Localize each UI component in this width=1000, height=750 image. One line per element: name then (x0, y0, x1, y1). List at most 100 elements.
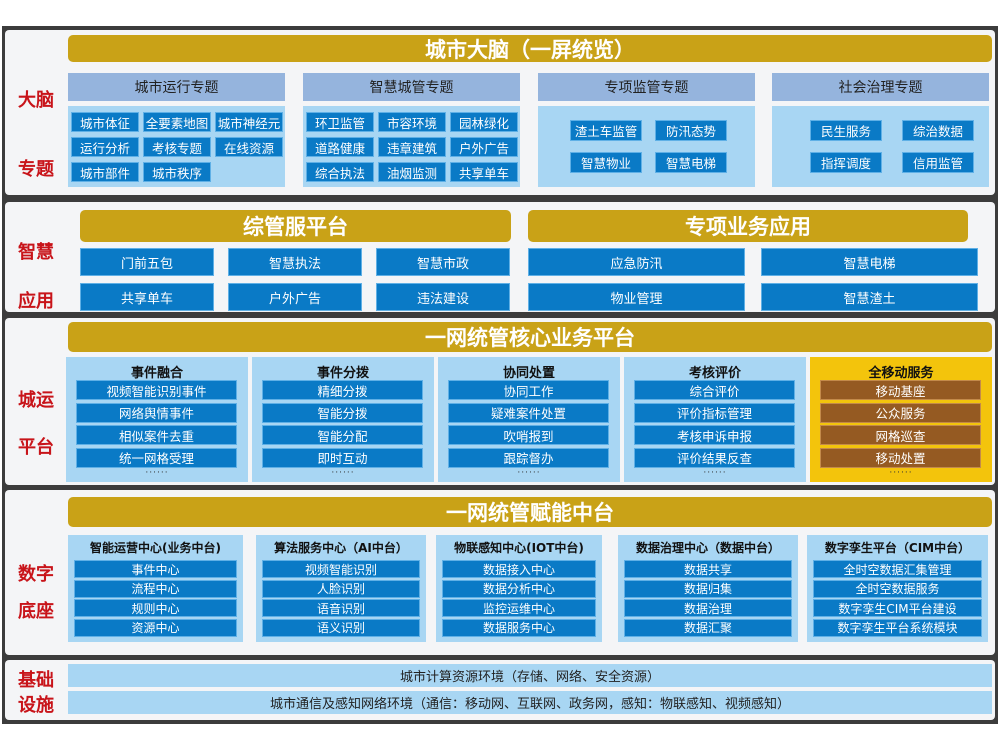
function-button[interactable]: 移动处置 (820, 447, 981, 468)
topic-button[interactable]: 油烟监测 (378, 162, 446, 182)
function-button[interactable]: 智能分拨 (262, 402, 423, 423)
topic-button[interactable]: 全要素地图 (143, 112, 211, 132)
capability-button[interactable]: 流程中心 (74, 579, 237, 598)
function-button[interactable]: 网络舆情事件 (76, 402, 237, 423)
topic-button[interactable]: 道路健康 (306, 137, 374, 157)
topic-button[interactable]: 在线资源 (215, 137, 283, 157)
function-button[interactable]: 评价结果反查 (634, 447, 795, 468)
capability-button[interactable]: 规则中心 (74, 599, 237, 617)
topic-button[interactable]: 户外广告 (450, 137, 518, 157)
topic-button[interactable]: 城市体征 (71, 112, 139, 132)
capability-button[interactable]: 监控运维中心 (442, 599, 596, 617)
topic-button[interactable]: 运行分析 (71, 137, 139, 157)
topic-button[interactable]: 综治数据 (902, 120, 974, 141)
capability-column: 智能运营中心(业务中台) 事件中心 流程中心 规则中心 资源中心 (68, 535, 243, 642)
capability-button[interactable]: 资源中心 (74, 618, 237, 637)
topic-button[interactable]: 园林绿化 (450, 112, 518, 132)
app-button[interactable]: 门前五包 (80, 248, 214, 276)
capability-title: 智能运营中心(业务中台) (90, 541, 221, 555)
topic-button[interactable]: 考核专题 (143, 137, 211, 157)
app-button[interactable]: 应急防汛 (528, 248, 745, 276)
section-label: 城运 (18, 390, 54, 411)
module-column: 事件融合 视频智能识别事件 网络舆情事件 相似案件去重 统一网格受理 ······ (66, 357, 248, 482)
section-title: 一网统管赋能中台 (68, 497, 992, 527)
capability-button[interactable]: 数据归集 (624, 579, 792, 598)
function-button[interactable]: 考核申诉申报 (634, 425, 795, 445)
topic-button[interactable]: 渣土车监管 (570, 120, 642, 141)
topic-button[interactable]: 城市部件 (71, 162, 139, 182)
capability-column: 数据治理中心（数据中台） 数据共享 数据归集 数据治理 数据汇聚 (618, 535, 798, 642)
function-button[interactable]: 协同工作 (448, 380, 609, 400)
module-title: 协同处置 (502, 366, 555, 381)
module-title: 全移动服务 (868, 366, 934, 381)
app-button[interactable]: 智慧市政 (376, 248, 510, 276)
capability-title: 物联感知中心(IOT中台) (454, 541, 584, 555)
function-button[interactable]: 智能分配 (262, 425, 423, 445)
topic-button[interactable]: 市容环境 (378, 112, 446, 132)
app-button[interactable]: 智慧执法 (228, 248, 362, 276)
topic-button[interactable]: 城市神经元 (215, 112, 283, 132)
app-button[interactable]: 违法建设 (376, 283, 510, 311)
topic-button[interactable]: 共享单车 (450, 162, 518, 182)
more-indicator: ······ (517, 468, 541, 478)
section-title: 城市大脑（一屏统览） (68, 35, 992, 62)
function-button[interactable]: 综合评价 (634, 380, 795, 400)
function-button[interactable]: 移动基座 (820, 380, 981, 400)
capability-button[interactable]: 数据分析中心 (442, 579, 596, 598)
function-button[interactable]: 视频智能识别事件 (76, 380, 237, 400)
topic-button[interactable]: 综合执法 (306, 162, 374, 182)
section-label: 智慧 (18, 242, 54, 263)
module-column: 协同处置 协同工作 疑难案件处置 吹哨报到 跟踪督办 ······ (438, 357, 620, 482)
capability-button[interactable]: 数据汇聚 (624, 618, 792, 637)
capability-button[interactable]: 人脸识别 (262, 579, 420, 598)
section-label: 底座 (18, 601, 54, 622)
capability-button[interactable]: 数字孪生CIM平台建设 (813, 599, 982, 617)
function-button[interactable]: 跟踪督办 (448, 447, 609, 468)
capability-button[interactable]: 全时空数据汇集管理 (813, 560, 982, 578)
infrastructure-bar: 城市通信及感知网络环境（通信：移动网、互联网、政务网，感知：物联感知、视频感知） (68, 691, 992, 714)
topic-button[interactable]: 智慧电梯 (655, 152, 727, 173)
capability-column: 数字孪生平台（CIM中台） 全时空数据汇集管理 全时空数据服务 数字孪生CIM平台建设… (807, 535, 988, 642)
capability-button[interactable]: 全时空数据服务 (813, 579, 982, 598)
topic-button[interactable]: 违章建筑 (378, 137, 446, 157)
topic-button[interactable]: 智慧物业 (570, 152, 642, 173)
capability-button[interactable]: 语义识别 (262, 618, 420, 637)
function-button[interactable]: 评价指标管理 (634, 402, 795, 423)
capability-button[interactable]: 数据接入中心 (442, 560, 596, 578)
section-title: 综管服平台 (80, 210, 511, 242)
section-label: 设施 (18, 695, 54, 716)
app-button[interactable]: 户外广告 (228, 283, 362, 311)
module-title: 考核评价 (688, 366, 741, 381)
function-button[interactable]: 吹哨报到 (448, 425, 609, 445)
capability-button[interactable]: 数字孪生平台系统模块 (813, 618, 982, 637)
capability-button[interactable]: 数据治理 (624, 599, 792, 617)
function-button[interactable]: 公众服务 (820, 402, 981, 423)
group-header: 社会治理专题 (772, 73, 989, 101)
function-button[interactable]: 相似案件去重 (76, 425, 237, 445)
capability-button[interactable]: 数据服务中心 (442, 618, 596, 637)
group-header: 城市运行专题 (68, 73, 285, 101)
function-button[interactable]: 网格巡查 (820, 425, 981, 445)
topic-button[interactable]: 指挥调度 (810, 152, 882, 173)
app-button[interactable]: 物业管理 (528, 283, 745, 311)
function-button[interactable]: 统一网格受理 (76, 447, 237, 468)
function-button[interactable]: 疑难案件处置 (448, 402, 609, 423)
capability-button[interactable]: 语音识别 (262, 599, 420, 617)
app-button[interactable]: 智慧渣土 (761, 283, 978, 311)
more-indicator: ······ (145, 468, 169, 478)
topic-button[interactable]: 环卫监管 (306, 112, 374, 132)
function-button[interactable]: 即时互动 (262, 447, 423, 468)
capability-button[interactable]: 数据共享 (624, 560, 792, 578)
function-button[interactable]: 精细分拨 (262, 380, 423, 400)
more-indicator: ······ (331, 468, 355, 478)
topic-button[interactable]: 民生服务 (810, 120, 882, 141)
capability-button[interactable]: 事件中心 (74, 560, 237, 578)
topic-button[interactable]: 城市秩序 (143, 162, 211, 182)
app-button[interactable]: 智慧电梯 (761, 248, 978, 276)
app-button[interactable]: 共享单车 (80, 283, 214, 311)
capability-button[interactable]: 视频智能识别 (262, 560, 420, 578)
module-title: 事件分拨 (316, 366, 369, 381)
topic-button[interactable]: 信用监管 (902, 152, 974, 173)
topic-button[interactable]: 防汛态势 (655, 120, 727, 141)
module-title: 事件融合 (130, 366, 183, 381)
